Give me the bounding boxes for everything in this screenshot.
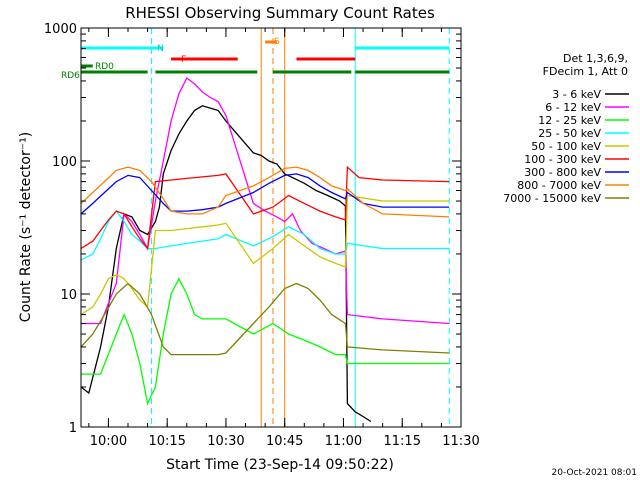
series-line-5 (80, 165, 450, 251)
x-tick-label: 11:00 (325, 434, 362, 449)
legend-label-6: 300 - 800 keV (524, 166, 601, 179)
y-tick-label: 1000 (44, 22, 77, 37)
legend-label-8: 7000 - 15000 keV (503, 192, 601, 205)
y-tick-label: 100 (52, 155, 77, 170)
legend-label-1: 6 - 12 keV (545, 101, 601, 114)
legend-header-line: FDecim 1, Att 0 (543, 65, 628, 78)
y-axis-label: Count Rate (s⁻¹ detector⁻¹) (18, 132, 34, 322)
series-line-4 (80, 194, 450, 316)
series-line-6 (80, 173, 450, 215)
series-line-2 (81, 277, 450, 406)
legend-label-3: 25 - 50 keV (538, 127, 601, 140)
series-line-7 (80, 166, 450, 218)
legend-label-4: 50 - 100 keV (531, 140, 601, 153)
y-tick-label: 10 (60, 288, 77, 303)
x-tick-label: 11:15 (384, 434, 421, 449)
timestamp-label: 20-Oct-2021 08:01 (552, 468, 637, 478)
x-axis-label: Start Time (23-Sep-14 09:50:22) (166, 457, 394, 473)
series-line-3 (80, 210, 450, 261)
legend-header-line: Det 1,3,6,9, (563, 52, 628, 65)
flag-label-f: F (181, 55, 186, 65)
plot-area: N F S RD0 RD6 1 10 100 1000 10:00 10:15 10:30 10:45 1… (44, 22, 480, 449)
y-tick-label: 1 (69, 421, 77, 436)
x-tick-label: 11:30 (442, 434, 479, 449)
flag-label-n: N (157, 44, 164, 54)
flag-label-s: S (274, 37, 280, 47)
flag-label-rd0: RD0 (95, 62, 114, 72)
chart-title: RHESSI Observing Summary Count Rates (125, 4, 435, 22)
series-line-8 (80, 282, 450, 356)
x-tick-label: 10:00 (90, 434, 127, 449)
series-line-0 (80, 105, 372, 423)
legend-label-5: 100 - 300 keV (524, 153, 601, 166)
x-tick-label: 10:30 (207, 434, 244, 449)
x-tick-label: 10:15 (148, 434, 185, 449)
series-line-1 (81, 77, 450, 325)
x-tick-label: 10:45 (266, 434, 303, 449)
legend-label-0: 3 - 6 keV (552, 88, 601, 101)
plot-frame (80, 27, 462, 428)
flag-label-rd6: RD6 (61, 71, 80, 81)
legend-label-7: 800 - 7000 keV (517, 179, 601, 192)
legend-label-2: 12 - 25 keV (538, 114, 601, 127)
